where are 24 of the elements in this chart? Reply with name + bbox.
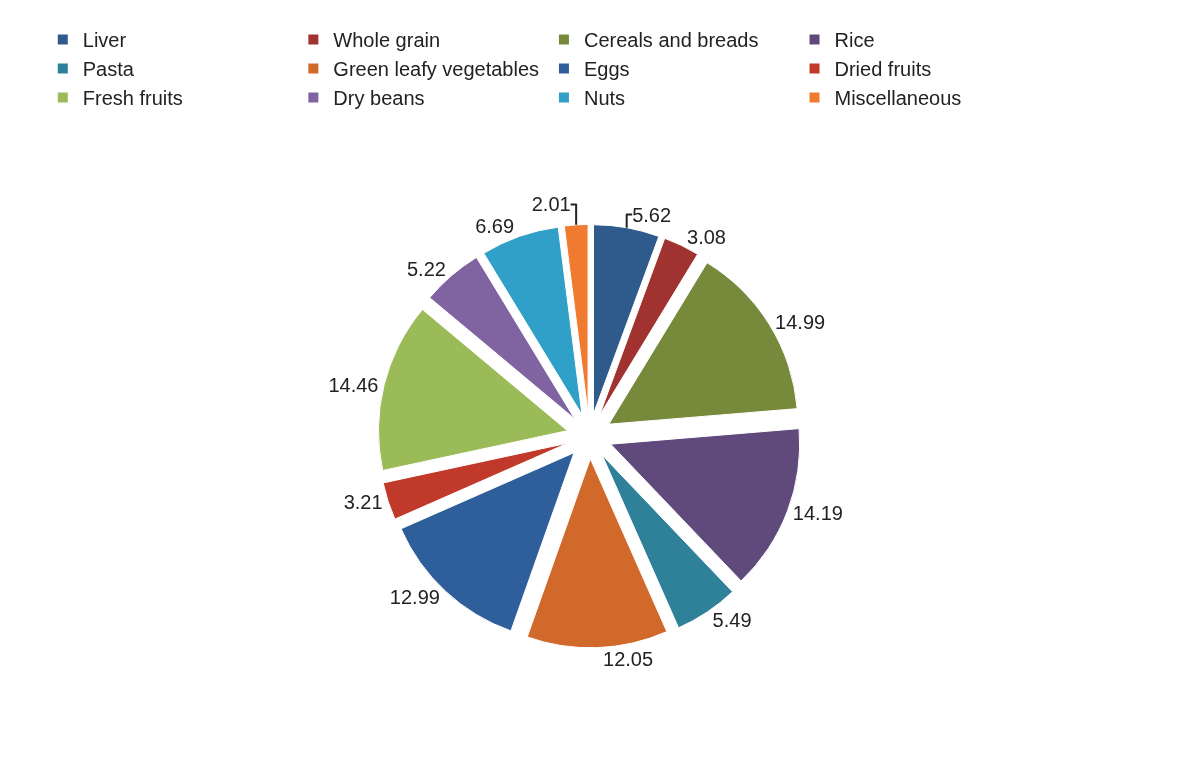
- data-label: 3.21: [343, 491, 383, 514]
- data-label: 14.99: [775, 310, 826, 333]
- legend-label: Eggs: [583, 58, 630, 81]
- legend-label: Nuts: [583, 87, 626, 110]
- data-label: 3.08: [687, 225, 726, 248]
- legend-label: Whole grain: [333, 29, 441, 52]
- legend-label: Miscellaneous: [834, 87, 962, 110]
- data-label: 12.05: [603, 647, 654, 670]
- data-label: 12.99: [389, 586, 440, 609]
- data-label: 14.19: [792, 501, 843, 524]
- legend-label: Dried fruits: [834, 58, 932, 81]
- data-label: 5.49: [712, 608, 752, 631]
- legend-label: Pasta: [82, 58, 135, 81]
- legend-label: Liver: [82, 29, 127, 52]
- data-label: 14.46: [328, 373, 379, 396]
- legend-label: Green leafy vegetables: [333, 58, 540, 81]
- legend-label: Rice: [834, 29, 875, 52]
- data-label: 2.01: [531, 193, 571, 216]
- legend-label: Dry beans: [333, 87, 425, 110]
- data-label: 6.69: [475, 215, 515, 238]
- data-label: 5.62: [632, 203, 672, 226]
- legend-label: Cereals and breads: [583, 29, 759, 52]
- legend-label: Fresh fruits: [82, 87, 183, 110]
- data-label: 5.22: [406, 258, 446, 281]
